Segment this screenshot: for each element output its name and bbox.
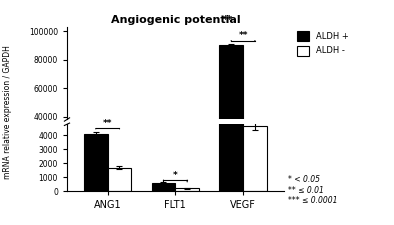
Bar <box>108 168 131 191</box>
Text: *: * <box>173 171 178 180</box>
Title: Angiogenic potential: Angiogenic potential <box>111 15 240 25</box>
Bar <box>152 183 175 191</box>
Bar <box>175 189 199 191</box>
Bar <box>243 126 267 191</box>
Bar <box>84 168 108 173</box>
Bar <box>219 45 243 173</box>
Legend: ALDH +, ALDH -: ALDH +, ALDH - <box>297 31 348 56</box>
Text: mRNA relative expression / GAPDH: mRNA relative expression / GAPDH <box>4 45 12 180</box>
Text: **: ** <box>223 15 233 25</box>
Bar <box>108 171 131 173</box>
Bar <box>243 167 267 173</box>
Bar <box>219 0 243 191</box>
Text: **: ** <box>238 31 248 40</box>
Text: * < 0.05
** ≤ 0.01
*** ≤ 0.0001: * < 0.05 ** ≤ 0.01 *** ≤ 0.0001 <box>288 176 337 205</box>
Bar <box>84 134 108 191</box>
Text: **: ** <box>103 119 112 128</box>
